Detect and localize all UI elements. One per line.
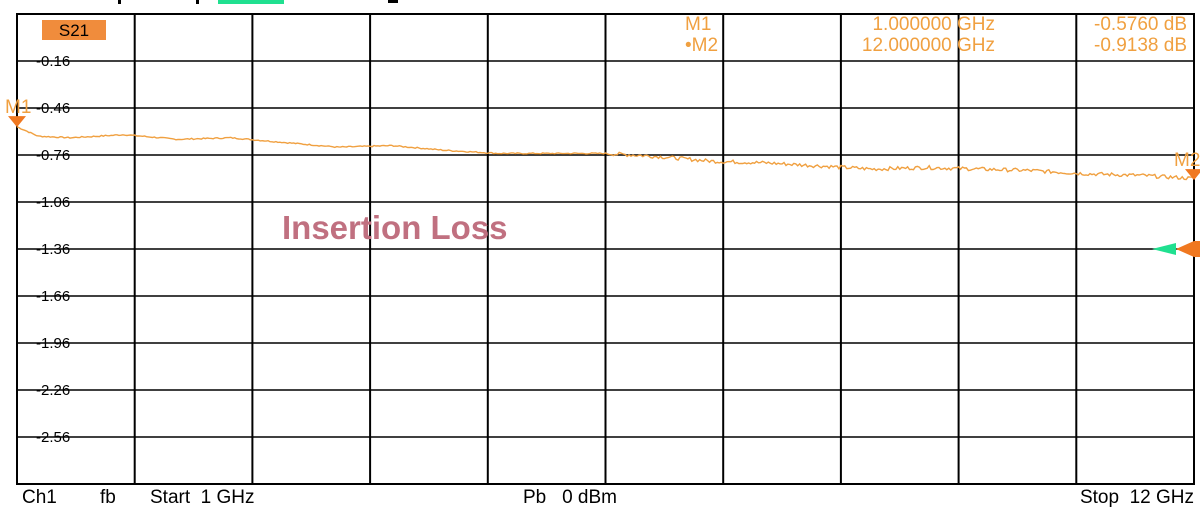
y-tick-label: -1.06 — [36, 194, 70, 211]
marker-triangle-icon — [1185, 169, 1200, 181]
y-tick-label: -2.56 — [36, 429, 70, 446]
marker-readout-value: -0.5760 dB — [1094, 14, 1187, 35]
marker-readout-frequency: 12.000000 GHz — [862, 35, 995, 56]
top-strip — [118, 0, 398, 4]
trace-badge: S21 — [42, 20, 106, 40]
footer-stop-frequency: Stop 12 GHz — [1080, 487, 1194, 508]
trace-markers: M1 M2 — [5, 97, 1200, 181]
marker-readout-label: •M2 — [685, 35, 718, 56]
trace-marker-label: M2 — [1174, 150, 1200, 171]
marker-readout: M1 1.000000 GHz -0.5760 dB •M2 12.000000 GHz… — [685, 14, 1187, 56]
trace-badge-background — [42, 20, 106, 40]
horizontal-grid — [17, 60, 1194, 438]
trace-marker-m1: M1 — [5, 97, 31, 128]
y-tick-label: -0.76 — [36, 147, 70, 164]
y-tick-label: -0.46 — [36, 100, 70, 117]
s21-trace-line — [16, 126, 1195, 181]
footer-source-power: Pb 0 dBm — [523, 487, 617, 508]
reference-arrow-icon — [1152, 243, 1176, 255]
trace-marker-label: M1 — [5, 97, 31, 118]
insertion-loss-annotation: Insertion Loss — [282, 209, 508, 246]
top-status-chip — [218, 0, 284, 4]
trace-marker-m2: M2 — [1174, 150, 1200, 181]
footer-start-frequency: Start 1 GHz — [150, 487, 255, 508]
footer-bar: Ch1 fb Start 1 GHz Pb 0 dBm Stop 12 GHz — [22, 487, 1194, 508]
reference-tab-icon — [1176, 241, 1200, 257]
footer-format: fb — [100, 487, 116, 508]
y-tick-label: -0.16 — [36, 53, 70, 70]
y-tick-labels: -0.16 -0.46 -0.76 -1.06 -1.36 -1.66 -1.96 -2.26… — [17, 53, 70, 446]
top-strip-segment — [196, 0, 199, 4]
y-tick-label: -1.66 — [36, 288, 70, 305]
marker-readout-frequency: 1.000000 GHz — [872, 14, 995, 35]
trace-badge-label: S21 — [59, 21, 89, 40]
top-strip-segment — [118, 0, 121, 4]
marker-triangle-icon — [8, 116, 26, 128]
marker-readout-value: -0.9138 dB — [1094, 35, 1187, 56]
marker-readout-label: M1 — [685, 14, 711, 35]
reference-level-indicator — [1152, 241, 1200, 257]
y-tick-label: -1.96 — [36, 335, 70, 352]
footer-channel: Ch1 — [22, 487, 57, 508]
top-strip-segment — [388, 0, 398, 3]
y-tick-label: -1.36 — [36, 241, 70, 258]
y-tick-label: -2.26 — [36, 382, 70, 399]
